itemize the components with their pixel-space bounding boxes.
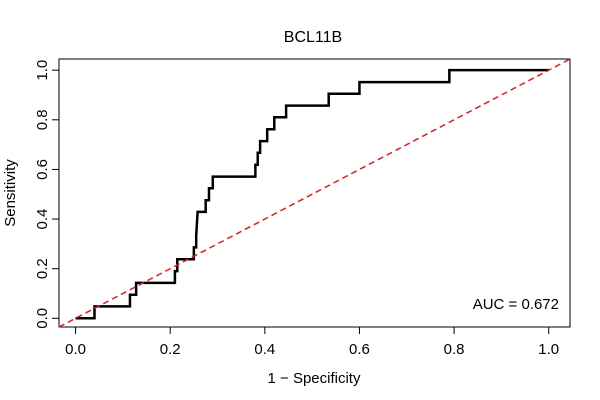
x-tick-label: 0.2 (160, 341, 181, 358)
roc-curve-line (75, 68, 549, 320)
y-tick-label: 0.0 (34, 308, 51, 329)
x-tick-label: 0.4 (254, 341, 275, 358)
y-tick-label: 0.8 (34, 109, 51, 130)
y-tick-label: 0.6 (34, 159, 51, 180)
x-axis: 0.0 0.2 0.4 0.6 0.8 1.0 (65, 326, 559, 358)
y-axis-label: Sensitivity (2, 159, 19, 227)
y-tick-label: 0.2 (34, 258, 51, 279)
x-tick-label: 1.0 (538, 341, 559, 358)
series-layer (58, 58, 571, 328)
chart-title: BCL11B (284, 29, 342, 46)
auc-annotation: AUC = 0.672 (473, 296, 559, 313)
x-tick-label: 0.6 (349, 341, 370, 358)
y-axis: 0.0 0.2 0.4 0.6 0.8 1.0 (34, 60, 59, 329)
y-tick-label: 1.0 (34, 60, 51, 81)
x-axis-label: 1 − Specificity (268, 370, 361, 387)
y-tick-label: 0.4 (34, 209, 51, 230)
x-tick-label: 0.8 (444, 341, 465, 358)
reference-diagonal-line (58, 58, 571, 328)
x-tick-label: 0.0 (65, 341, 86, 358)
